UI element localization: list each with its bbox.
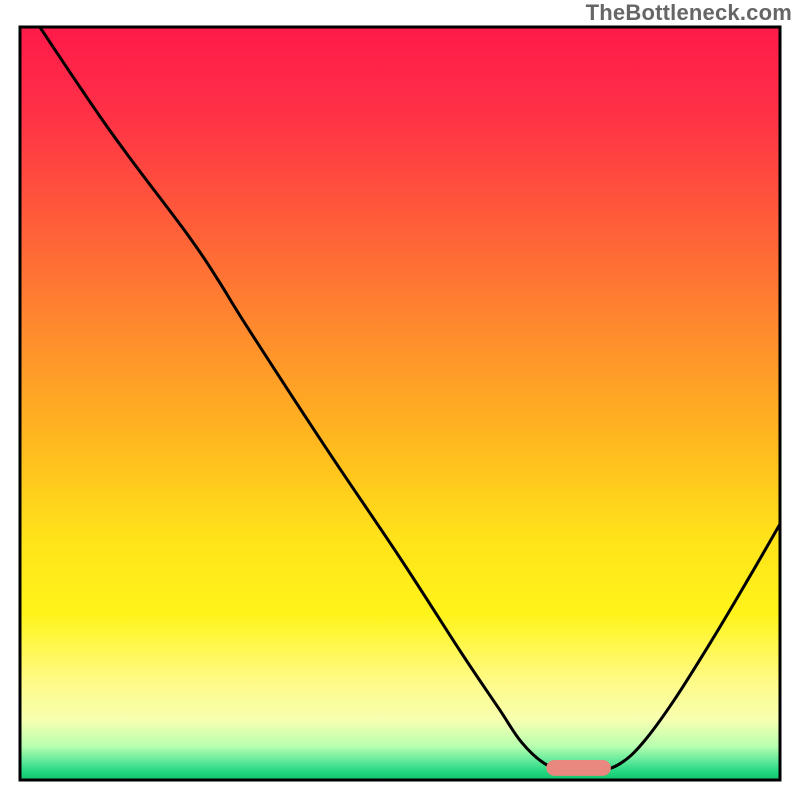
gradient-background xyxy=(20,27,780,780)
chart-container: TheBottleneck.com xyxy=(0,0,800,800)
bottleneck-chart xyxy=(0,0,800,800)
watermark-text: TheBottleneck.com xyxy=(586,0,792,26)
optimal-marker xyxy=(546,760,611,776)
